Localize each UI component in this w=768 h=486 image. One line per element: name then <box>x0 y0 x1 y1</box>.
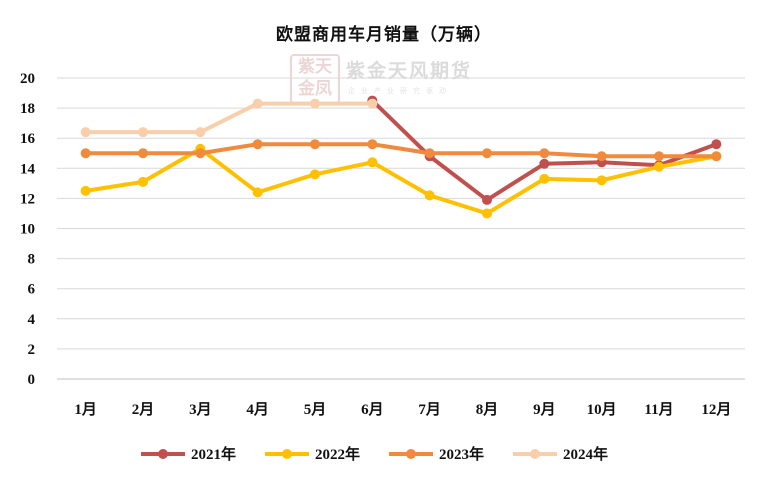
data-point <box>252 139 263 150</box>
data-point <box>367 139 378 150</box>
data-point <box>482 208 492 219</box>
data-point <box>195 148 206 159</box>
series-layer <box>80 95 722 219</box>
x-tick-label: 10月 <box>587 401 617 418</box>
x-tick-label: 9月 <box>533 401 556 418</box>
x-tick-label: 6月 <box>361 401 384 418</box>
series-line <box>83 142 719 159</box>
data-point <box>80 127 91 138</box>
axis-layer: 0 2 4 6 8 10 12 14 16 18 20 1月 2月 3月 4月 5月 6月 7月 8月 9月 10月 11… <box>20 71 745 418</box>
data-point <box>80 148 91 159</box>
data-point <box>310 98 320 109</box>
y-tick-label: 2 <box>28 342 36 358</box>
x-tick-label: 12月 <box>701 401 731 418</box>
data-point <box>252 187 263 198</box>
y-tick-label: 8 <box>28 252 36 268</box>
legend-marker <box>530 449 540 459</box>
data-point <box>711 139 722 150</box>
legend-label: 2024年 <box>563 445 608 463</box>
data-point <box>596 175 607 186</box>
legend-label: 2022年 <box>315 445 360 463</box>
y-tick-label: 4 <box>28 312 36 328</box>
x-tick-label: 3月 <box>189 401 212 418</box>
legend-item: 2022年 <box>265 445 360 463</box>
series-line <box>83 101 375 135</box>
data-point <box>367 98 378 109</box>
data-point <box>539 173 550 184</box>
y-tick-label: 18 <box>20 101 35 117</box>
data-point <box>310 169 320 180</box>
data-point <box>482 148 492 159</box>
x-tick-label: 7月 <box>418 401 441 418</box>
data-point <box>539 148 550 159</box>
legend-item: 2023年 <box>389 445 484 463</box>
data-point <box>310 139 320 150</box>
data-point <box>539 158 550 169</box>
data-point <box>367 157 378 168</box>
data-point <box>80 185 91 196</box>
x-tick-label: 4月 <box>246 401 269 418</box>
series-2023年 <box>80 139 722 162</box>
y-tick-label: 14 <box>20 161 36 177</box>
legend-item: 2021年 <box>141 445 236 463</box>
y-tick-label: 12 <box>20 191 35 207</box>
y-tick-label: 6 <box>28 282 36 298</box>
legend-marker <box>158 449 168 459</box>
data-point <box>482 194 492 205</box>
grid-layer <box>57 77 745 350</box>
series-line <box>83 146 719 216</box>
data-point <box>195 127 206 138</box>
data-point <box>252 98 263 109</box>
data-point <box>711 151 722 162</box>
x-tick-label: 5月 <box>304 401 327 418</box>
data-point <box>138 127 148 138</box>
x-tick-label: 1月 <box>74 401 97 418</box>
data-point <box>654 151 664 162</box>
legend-item: 2024年 <box>513 445 608 463</box>
chart-title: 欧盟商用车月销量（万辆） <box>276 25 492 45</box>
legend-marker <box>282 449 292 459</box>
y-tick-label: 16 <box>20 131 36 147</box>
data-point <box>424 190 435 201</box>
data-point <box>138 148 148 159</box>
x-tick-label: 2月 <box>132 401 155 418</box>
y-tick-label: 20 <box>20 71 35 87</box>
x-tick-label: 8月 <box>476 401 499 418</box>
data-point <box>424 148 435 159</box>
data-point <box>138 176 148 187</box>
legend: 2021年 2022年 2023年 2024年 <box>141 445 608 463</box>
legend-marker <box>406 449 416 459</box>
x-tick-label: 11月 <box>644 401 673 418</box>
y-tick-label: 10 <box>20 222 35 238</box>
data-point <box>654 161 664 172</box>
legend-label: 2021年 <box>191 445 236 463</box>
data-point <box>596 151 607 162</box>
series-2024年 <box>80 98 378 138</box>
legend-label: 2023年 <box>439 445 484 463</box>
y-tick-label: 0 <box>28 372 36 388</box>
